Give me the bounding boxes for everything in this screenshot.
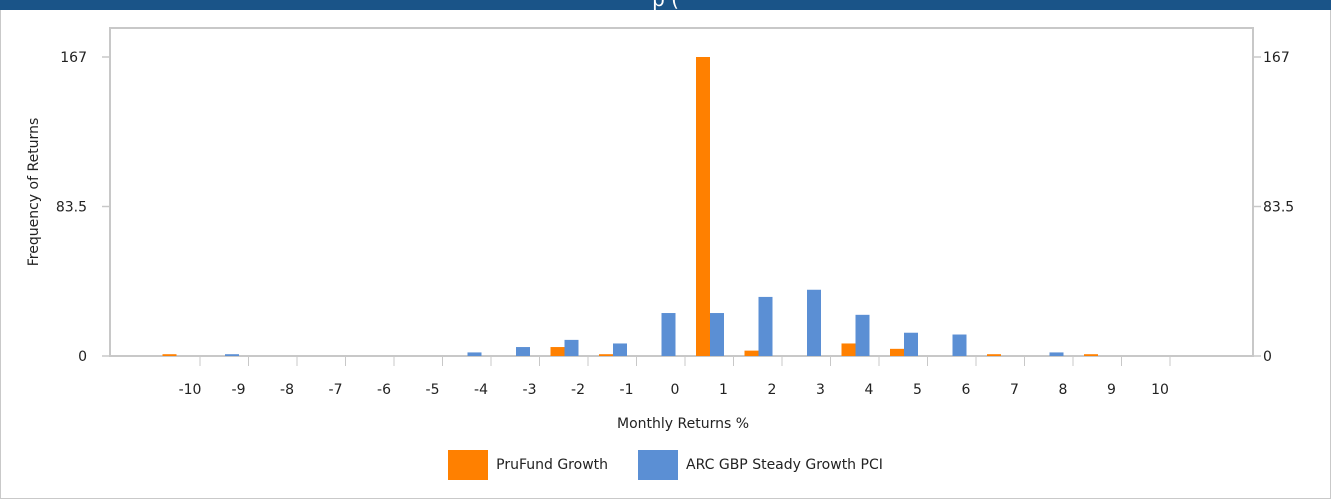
x-tick-label: 5: [913, 382, 922, 398]
x-tick-label: 2: [768, 382, 777, 398]
bar-series-1: [696, 57, 710, 356]
bar-series-1: [550, 347, 565, 356]
x-tick-label: -1: [620, 382, 634, 398]
bar-series-2: [225, 354, 239, 356]
legend-label-series-2: ARC GBP Steady Growth PCI: [686, 457, 883, 473]
legend-label-series-1: PruFund Growth: [496, 457, 609, 473]
x-tick-label: -10: [179, 382, 202, 398]
bar-series-1: [162, 354, 177, 356]
y-tick-label-right: 167: [1263, 50, 1290, 66]
bar-series-1: [1084, 354, 1098, 356]
bar-series-2: [661, 313, 676, 356]
x-tick-label: 8: [1059, 382, 1068, 398]
bar-series-2: [758, 296, 773, 356]
bar-series-1: [841, 343, 856, 356]
bar-series-2: [1049, 352, 1064, 356]
bar-series-2: [710, 313, 724, 356]
x-tick-label: -9: [232, 382, 246, 398]
bar-series-2: [807, 289, 821, 356]
bar-series-2: [952, 334, 967, 356]
x-tick-label: -4: [474, 382, 488, 398]
x-tick-label: 6: [962, 382, 971, 398]
y-tick-label-left: 0: [78, 349, 87, 365]
x-tick-label: -5: [426, 382, 440, 398]
legend-item-series-1[interactable]: PruFund Growth: [448, 450, 608, 480]
x-tick-label: -6: [377, 382, 391, 398]
bar-series-2: [904, 332, 918, 356]
legend-swatch-series-1: [448, 450, 489, 480]
y-tick-label-left: 167: [60, 50, 87, 66]
bar-series-1: [890, 348, 904, 356]
x-tick-label: -2: [571, 382, 585, 398]
x-tick-label: 3: [816, 382, 825, 398]
x-tick-label: -7: [329, 382, 343, 398]
y-tick-label-left: 83.5: [56, 200, 87, 216]
x-tick-label: -8: [280, 382, 294, 398]
legend-swatch-series-2: [638, 450, 679, 480]
bar-series-1: [987, 354, 1001, 356]
y-tick-label-right: 83.5: [1263, 200, 1294, 216]
legend-item-series-2[interactable]: ARC GBP Steady Growth PCI: [638, 450, 883, 480]
x-axis-label: Monthly Returns %: [617, 416, 749, 432]
bar-series-2: [613, 343, 627, 356]
bar-series-2: [516, 347, 530, 356]
bar-series-1: [599, 354, 613, 356]
chart-header-title: p (: [0, 0, 1331, 10]
x-tick-label: 1: [719, 382, 728, 398]
bar-series-2: [467, 352, 482, 356]
chart-legend: PruFund Growth ARC GBP Steady Growth PCI: [0, 450, 1331, 480]
bar-series-2: [564, 339, 579, 356]
header-bar: p (: [0, 0, 1331, 10]
x-tick-label: 7: [1010, 382, 1019, 398]
x-tick-label: 4: [865, 382, 874, 398]
x-tick-label: 9: [1107, 382, 1116, 398]
bar-series-2: [855, 314, 870, 356]
plot-area-border: [109, 27, 1254, 357]
y-axis-label: Frequency of Returns: [26, 118, 42, 266]
bar-series-1: [744, 350, 759, 356]
y-tick-label-right: 0: [1263, 349, 1272, 365]
x-tick-label: 0: [671, 382, 680, 398]
x-tick-label: -3: [523, 382, 537, 398]
x-tick-label: 10: [1151, 382, 1169, 398]
